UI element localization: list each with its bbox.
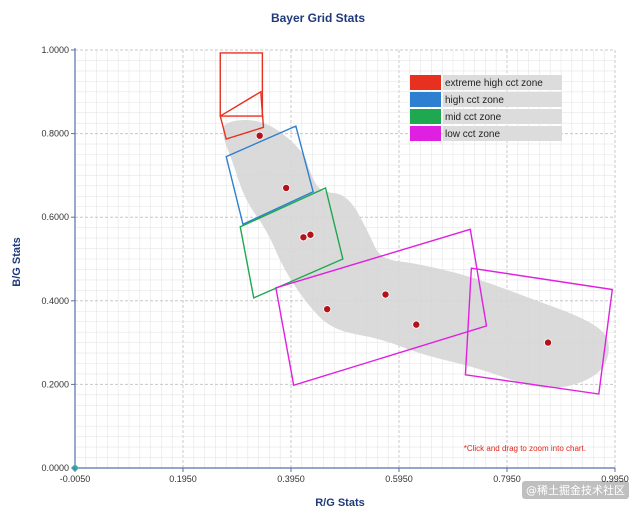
legend-swatch	[410, 92, 441, 107]
x-tick-label: 0.9950	[601, 474, 629, 484]
data-point-1	[255, 131, 264, 140]
chart-title: Bayer Grid Stats	[271, 11, 365, 25]
x-tick-label: -0.0050	[60, 474, 91, 484]
data-point-8	[544, 338, 553, 347]
zone-box-low-cct-zone-2	[464, 267, 614, 395]
x-axis-title: R/G Stats	[315, 497, 365, 509]
watermark-text: @稀土掘金技术社区	[526, 483, 625, 497]
legend: extreme high cct zone high cct zone mid cc…	[410, 75, 562, 141]
zone-box-mid-cct-zone-1	[239, 186, 344, 299]
zone-box-extreme-high-cct-zone-2	[219, 90, 265, 140]
data-point-7	[412, 320, 421, 329]
y-tick-label: 0.2000	[41, 379, 69, 389]
x-tick-label: 0.5950	[385, 474, 413, 484]
shaded-distribution-region	[222, 119, 609, 388]
legend-label-bg	[443, 75, 562, 90]
zone-box-low-cct-zone-1	[275, 228, 488, 387]
data-point-3	[299, 233, 308, 242]
x-tick-label: 0.1950	[169, 474, 197, 484]
legend-label-bg	[443, 92, 562, 107]
data-point-4	[306, 230, 315, 239]
x-tick-label: 0.7950	[493, 474, 521, 484]
legend-label-bg	[443, 109, 562, 124]
data-point-5	[323, 305, 332, 314]
legend-swatch	[410, 109, 441, 124]
legend-label: extreme high cct zone	[445, 78, 543, 89]
y-tick-label: 0.0000	[41, 463, 69, 473]
legend-label: low cct zone	[445, 129, 500, 140]
data-point-6	[381, 290, 390, 299]
legend-swatch	[410, 126, 441, 141]
data-point-2	[282, 183, 291, 192]
legend-label: mid cct zone	[445, 112, 502, 123]
zoom-hint-annotation: *Click and drag to zoom into chart.	[464, 444, 586, 453]
grid-lines	[74, 49, 616, 469]
y-tick-label: 0.6000	[41, 212, 69, 222]
y-axis-title: B/G Stats	[11, 237, 23, 287]
watermark-backdrop	[522, 481, 629, 499]
legend-label-bg	[443, 126, 562, 141]
data-points	[255, 131, 553, 347]
x-tick-label: 0.3950	[277, 474, 305, 484]
legend-swatch	[410, 75, 441, 90]
zone-box-high-cct-zone-1	[225, 125, 314, 226]
y-tick-label: 1.0000	[41, 45, 69, 55]
y-tick-label: 0.8000	[41, 129, 69, 139]
legend-label: high cct zone	[445, 95, 504, 106]
cct-zones	[219, 52, 614, 395]
y-tick-label: 0.4000	[41, 296, 69, 306]
tick-labels: -0.0050 0.1950 0.3950 0.5950 0.7950 0.9950 0.0…	[41, 45, 628, 484]
